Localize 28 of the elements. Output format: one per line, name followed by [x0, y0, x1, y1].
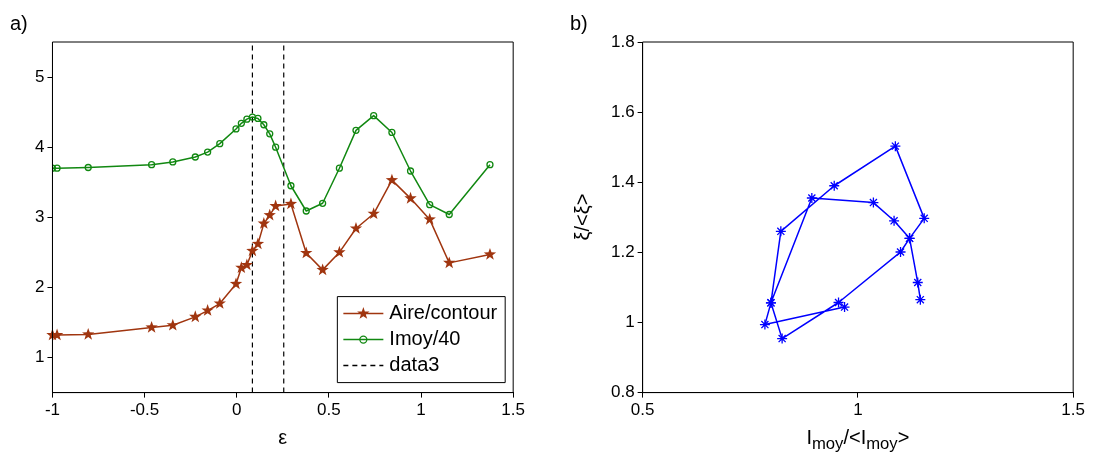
y-tick-label: 1.8	[610, 31, 635, 51]
y-tick-label: 2	[34, 277, 45, 297]
y-tick-label: 1	[34, 347, 45, 367]
x-tick-label: 1.5	[501, 400, 525, 420]
x-tick-label: 1	[416, 400, 426, 420]
x-tick-label: 0.5	[630, 400, 655, 420]
x-axis-title: I$_{moy}$/<I$_{moy}$>	[805, 426, 911, 454]
chart-title: b)	[570, 12, 588, 35]
y-tick-label: 1.2	[610, 242, 635, 262]
legend-label: data3	[389, 353, 440, 376]
y-tick-label: 5	[34, 66, 45, 86]
legend-label: Aire/contour	[389, 301, 498, 324]
x-tick-label: 1.5	[1061, 400, 1085, 420]
x-axis-title: ε	[277, 426, 289, 449]
y-axis-title: ξ/<ξ>	[570, 193, 594, 241]
x-tick-label: -1	[44, 400, 61, 420]
y-tick-label: 4	[34, 136, 45, 156]
y-tick-label: 1	[625, 312, 635, 332]
x-tick-label: 0.5	[317, 400, 341, 420]
y-tick-label: 3	[34, 206, 45, 226]
chart-title: a)	[10, 12, 28, 35]
y-tick-label: 0.8	[610, 382, 635, 402]
x-tick-label: 1	[853, 400, 863, 420]
x-tick-label: 0	[232, 400, 242, 420]
y-tick-label: 1.4	[610, 171, 635, 191]
y-tick-label: 1.6	[610, 101, 635, 121]
x-tick-label: -0.5	[129, 400, 160, 420]
legend-label: Imoy/40	[389, 327, 461, 350]
